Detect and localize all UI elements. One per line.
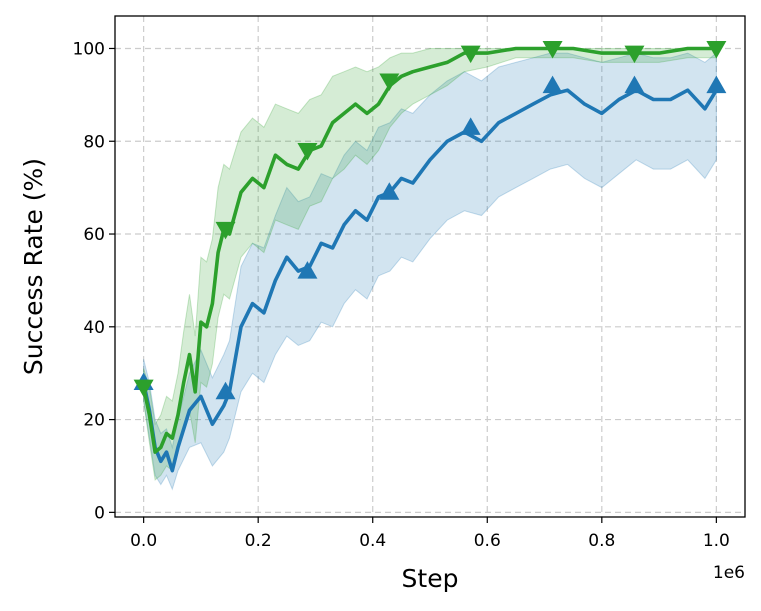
series-0-marker: [297, 261, 318, 279]
series-0-marker: [460, 117, 481, 135]
series-1-marker: [542, 40, 563, 59]
series-0-marker: [624, 75, 645, 94]
x-tick-label: 1.0: [703, 531, 730, 551]
y-axis-label: Success Rate (%): [19, 158, 48, 375]
x-tick-label: 0.2: [245, 531, 272, 551]
series-1-marker: [133, 379, 154, 398]
y-axis: 0 20 40 60 80 100: [73, 39, 115, 523]
confidence-bands: [143, 48, 717, 491]
y-tick-label: 20: [83, 411, 105, 431]
x-axis-offset-label: 1e6: [713, 563, 745, 583]
series-0-line: [141, 88, 719, 473]
series-0-marker: [379, 182, 400, 200]
x-axis-label: Step: [402, 564, 459, 593]
y-tick-label: 60: [83, 225, 105, 245]
series-1-marker: [460, 45, 481, 64]
x-tick-label: 0.6: [474, 531, 501, 551]
series-1-line: [141, 46, 719, 454]
series-0-marker: [706, 75, 727, 94]
series-1-marker: [379, 73, 400, 91]
series-0-marker: [215, 381, 236, 400]
series-1-marker: [297, 143, 318, 161]
series-0-band: [143, 52, 717, 491]
series-1-marker: [215, 221, 236, 240]
y-tick-label: 100: [73, 39, 105, 59]
x-tick-label: 0.0: [130, 531, 157, 551]
series-0-marker: [542, 75, 563, 94]
x-tick-label: 0.4: [359, 531, 386, 551]
plot-frame: [114, 15, 746, 518]
series-markers: [133, 40, 727, 400]
series-1-marker: [624, 45, 645, 64]
y-tick-label: 0: [94, 503, 105, 523]
x-tick-label: 0.8: [588, 531, 615, 551]
y-tick-label: 40: [83, 318, 105, 338]
series-lines: [141, 46, 719, 473]
series-1-marker: [706, 40, 727, 59]
y-tick-label: 80: [83, 132, 105, 152]
x-axis: 0.0 0.2 0.4 0.6 0.8 1.0: [130, 517, 730, 551]
